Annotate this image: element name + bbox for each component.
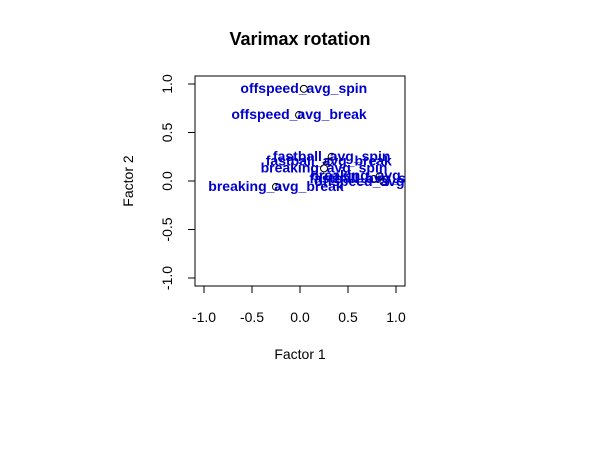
data-point-label: fastball_avg_spin xyxy=(273,148,391,164)
x-axis-label: Factor 1 xyxy=(274,346,326,362)
y-tick-label: 0.5 xyxy=(159,123,175,143)
data-point xyxy=(272,182,280,191)
x-tick-label: -0.5 xyxy=(240,309,264,325)
data-point xyxy=(299,84,308,93)
data-point-label: breaking_avg_break xyxy=(208,178,344,194)
y-tick-label: 1.0 xyxy=(159,74,175,94)
y-axis: -1.0 -0.5 0.0 0.5 1.0 xyxy=(159,74,196,290)
data-points: offspeed_avg_spin offspeed_avg_breakfastb… xyxy=(208,80,453,194)
data-point-label: offspeed_avg_spin xyxy=(240,80,367,96)
data-point-label: fastball_avg_speed xyxy=(309,170,438,186)
x-tick-label: 1.0 xyxy=(386,309,406,325)
chart-title: Varimax rotation xyxy=(229,29,370,49)
data-point-label: fastball_avg_break xyxy=(266,153,392,169)
x-axis: -1.0 -0.5 0.0 0.5 1.0 xyxy=(192,285,406,325)
data-point xyxy=(375,172,384,181)
data-point-label: breaking_avg_spin xyxy=(261,159,388,175)
data-point-label: offspeed_avg_speed xyxy=(314,173,453,189)
data-point xyxy=(320,164,328,173)
x-tick-label: -1.0 xyxy=(192,309,216,325)
x-tick-label: 0.0 xyxy=(290,309,310,325)
y-axis-label: Factor 2 xyxy=(120,155,136,207)
x-tick-label: 0.5 xyxy=(338,309,358,325)
y-tick-label: -1.0 xyxy=(159,266,175,290)
y-tick-label: 0.0 xyxy=(159,171,175,191)
data-point xyxy=(379,177,388,186)
data-point xyxy=(295,111,304,120)
y-tick-label: -0.5 xyxy=(159,217,175,241)
data-point-label: offspeed_avg_break xyxy=(231,106,367,122)
data-point xyxy=(324,157,333,166)
